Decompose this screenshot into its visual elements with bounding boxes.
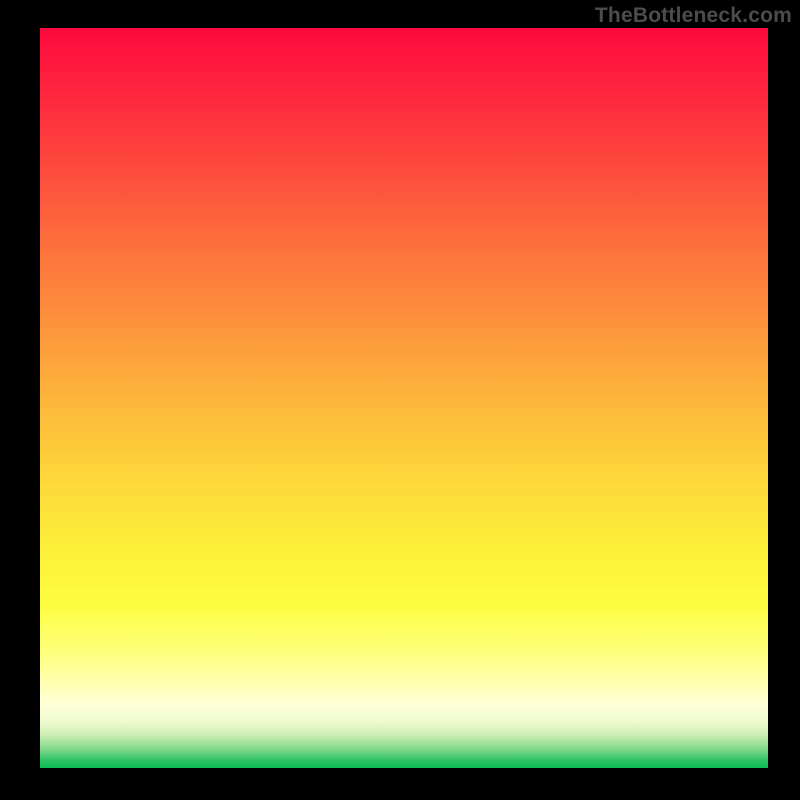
gradient-background: [40, 28, 768, 768]
watermark-label: TheBottleneck.com: [595, 4, 792, 28]
bottleneck-chart: [40, 28, 768, 768]
